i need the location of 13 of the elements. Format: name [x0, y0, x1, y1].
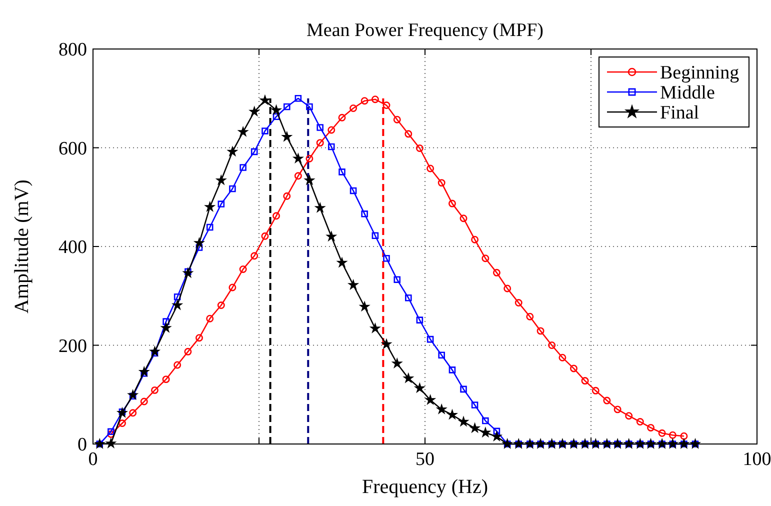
y-tick-label: 0 [78, 434, 87, 456]
chart-title: Mean Power Frequency (MPF) [306, 20, 544, 41]
legend-label: Final [660, 102, 700, 124]
x-axis-title: Frequency (Hz) [362, 476, 488, 498]
y-axis-title: Amplitude (mV) [11, 180, 33, 314]
y-tick-label: 200 [58, 336, 87, 357]
legend-label: Middle [660, 82, 715, 104]
y-tick-label: 400 [58, 237, 87, 258]
legend-label: Beginning [660, 62, 740, 84]
x-tick-label: 100 [742, 449, 771, 470]
y-tick-label: 600 [58, 138, 87, 160]
x-tick-label: 50 [416, 449, 434, 470]
y-tick-label: 800 [58, 40, 87, 61]
